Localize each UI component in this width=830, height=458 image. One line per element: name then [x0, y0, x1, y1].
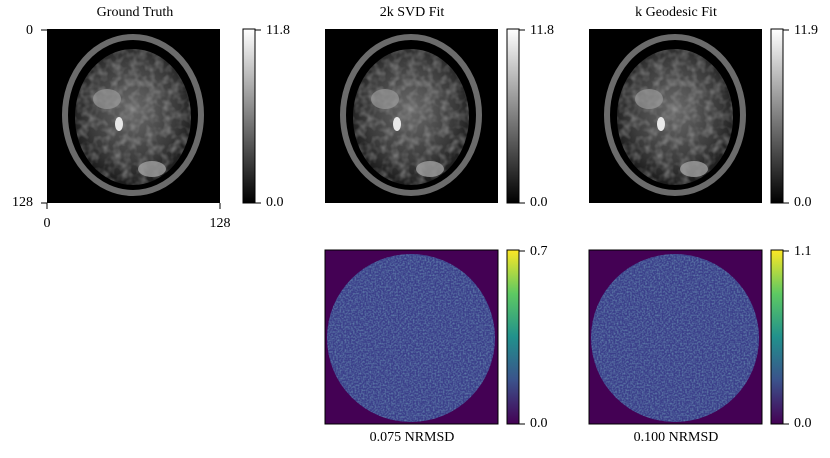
image — [47, 29, 220, 203]
y-tick-label: 0 — [26, 23, 33, 38]
colorbar-label: 0.0 — [530, 416, 548, 431]
colorbar-label: 1.1 — [794, 244, 812, 259]
panel-title: Ground Truth — [97, 5, 174, 20]
colorbar-label: 0.0 — [266, 195, 284, 210]
colorbar-label: 11.8 — [266, 23, 290, 38]
image — [589, 29, 762, 203]
x-tick-label: 128 — [210, 216, 231, 231]
colorbars — [242, 28, 789, 425]
colorbar-label: 0.0 — [530, 195, 548, 210]
panel-title: 2k SVD Fit — [380, 5, 445, 20]
y-tick-label: 128 — [12, 195, 33, 210]
colorbar-label: 0.7 — [530, 244, 548, 259]
colorbar-label: 0.0 — [794, 416, 812, 431]
colorbar-label: 11.8 — [530, 23, 554, 38]
error-map — [325, 250, 498, 424]
panel-title: k Geodesic Fit — [635, 5, 717, 20]
error-map — [589, 250, 762, 424]
colorbar-label: 11.9 — [794, 23, 818, 38]
image — [325, 29, 498, 203]
caption: 0.075 NRMSD — [370, 430, 455, 445]
caption: 0.100 NRMSD — [634, 430, 719, 445]
axis-ticks — [41, 29, 221, 209]
x-tick-label: 0 — [44, 216, 51, 231]
colorbar-label: 0.0 — [794, 195, 812, 210]
